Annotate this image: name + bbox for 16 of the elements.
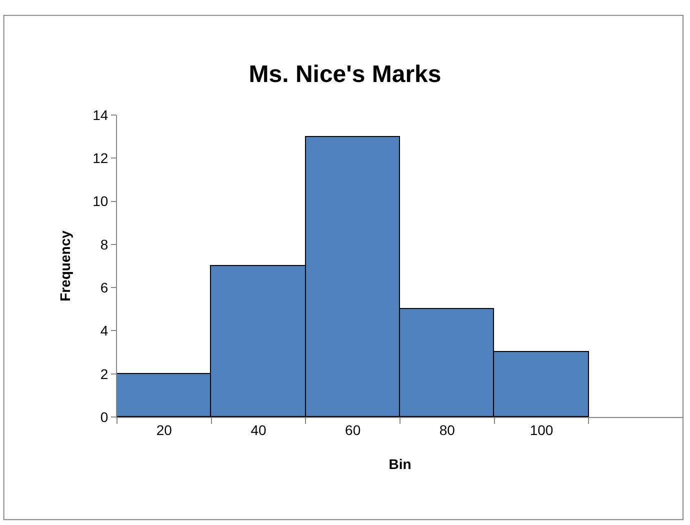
y-tick-label: 2 [100, 366, 108, 382]
y-tick-label: 8 [100, 236, 108, 252]
chart-title: Ms. Nice's Marks [248, 60, 442, 88]
y-tick-label: 12 [92, 150, 108, 166]
x-tick-label: 40 [250, 422, 266, 438]
y-tick-label: 0 [100, 408, 108, 425]
y-axis-title: Frequency [57, 230, 74, 302]
y-tick-label: 4 [100, 322, 108, 339]
y-tick-label: 14 [92, 106, 108, 123]
x-tick-label: 60 [345, 422, 361, 438]
y-tick-label: 10 [92, 193, 108, 210]
y-tick-label: 6 [100, 279, 108, 296]
x-axis-title: Bin [388, 456, 412, 472]
x-tick-label: 100 [530, 422, 554, 438]
x-tick-label: 80 [439, 422, 456, 438]
x-tick-label: 20 [156, 422, 172, 438]
